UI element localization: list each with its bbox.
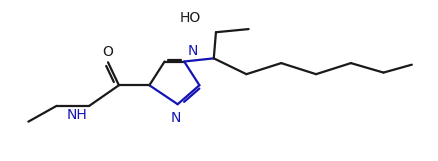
Text: N: N [170, 111, 180, 125]
Text: N: N [187, 44, 198, 58]
Text: O: O [102, 45, 113, 59]
Text: NH: NH [67, 108, 87, 122]
Text: HO: HO [180, 11, 201, 25]
